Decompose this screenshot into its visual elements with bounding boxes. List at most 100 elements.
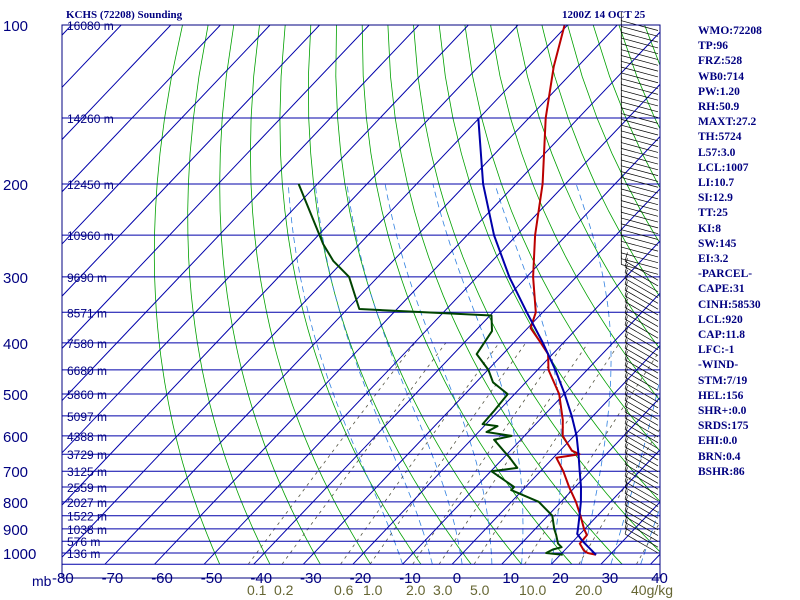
dry-adiabat [249,25,371,565]
wind-barb-flag [624,339,628,349]
sounding-index: MAXT:27.2 [698,116,757,129]
wind-barb-flag [624,449,628,459]
dry-adiabat [490,25,660,402]
wind-barb-flag [624,263,628,273]
height-label: 576 m [67,535,100,549]
wind-barb [624,446,659,467]
sounding-index: FRZ:528 [698,55,743,68]
wind-barb-flag [624,496,628,506]
height-label: 2027 m [67,496,107,510]
moist-adiabat [384,183,493,565]
wind-barb [624,359,659,380]
height-label: 2559 m [67,481,107,495]
height-label: 8571 m [67,306,107,320]
isotherm [501,396,660,565]
wind-barb-flag [624,432,628,442]
wind-barb [621,66,659,78]
wind-barb [624,435,659,455]
pressure-tick-label: 100 [3,18,28,35]
mixing-ratio-label: 10.0 [519,582,546,598]
isotherm [451,344,660,565]
wind-barb-flag [624,461,628,471]
sounding-index: CAPE:31 [698,283,745,296]
wind-barb [621,113,659,124]
wind-barb-flag [624,484,628,494]
isotherm [154,31,660,565]
wind-barb [621,130,659,142]
wind-barb [621,211,659,223]
wind-barb [624,301,659,322]
wind-barb [621,240,659,252]
wind-barb [621,246,659,258]
isotherm [551,449,660,565]
wind-barb [624,284,659,304]
mixing-ratio-label: 2.0 [406,582,426,598]
sounding-index: -PARCEL- [698,268,753,281]
mixing-ratio-label: 0.1 [247,582,267,598]
sounding-index: EI:3.2 [698,253,729,266]
wind-barb-flag [624,327,628,337]
height-label: 7580 m [67,337,107,351]
wind-barb [621,119,659,130]
wind-barb-flag [624,380,628,389]
wind-barb-flag [624,443,628,453]
plot-frame [61,24,661,579]
moist-adiabat [314,183,433,565]
height-label: 3125 m [67,465,107,479]
wind-barb [621,200,659,211]
sounding-index: LFC:-1 [698,344,735,357]
isotherm [62,25,420,402]
sounding-index: STM:7/19 [698,374,748,387]
mixing-ratio-line [412,342,565,565]
wind-barb [621,229,659,240]
wind-barb [621,89,659,101]
wind-barb [624,464,659,484]
wind-barb-flag [624,298,628,308]
wind-barb [621,43,659,55]
wind-barb [621,264,659,275]
height-label: 5097 m [67,410,107,424]
temperature-tick-label: 30 [602,570,619,587]
wind-barb [624,417,659,438]
pressure-tick-label: 500 [3,387,28,404]
mixing-ratio-label: 20.0 [575,582,602,598]
sounding-index: SHR+:0.0 [698,405,747,418]
wind-barb-flag [624,269,628,279]
wind-barb-flag [624,426,628,436]
wind-barb [621,194,659,206]
isotherm [62,25,569,558]
wind-barb [624,510,659,531]
dry-adiabat [438,25,660,503]
wind-barb [624,318,659,339]
temperature-tick-label: 20 [552,570,569,587]
wind-barb [621,188,659,200]
pressure-tick-label: 400 [3,336,28,353]
wind-barb [621,148,659,159]
temperature-tick-label: -60 [151,570,173,587]
wind-barb [621,72,659,84]
wind-barb-flag [624,368,628,378]
wind-barb [624,260,659,281]
wind-barb-flag [624,513,628,523]
wind-barb [621,26,659,37]
wind-barb-flag [624,455,628,465]
wind-barb-flag [624,304,628,314]
wind-barb [624,365,659,385]
mixing-ratio-label: 40g/kg [631,582,673,598]
wind-barb-flag [624,333,628,343]
wind-barb [624,394,659,414]
sounding-index: SI:12.9 [698,192,733,205]
wind-barb [621,31,659,43]
wind-barb-flag [624,403,628,413]
height-label: 6680 m [67,364,107,378]
wind-barb [621,171,659,182]
sounding-index: CAP:11.8 [698,329,745,342]
sounding-indices-list: WMO:72208 TP:96 FRZ:528 WB0:714 PW:1.20 RH:50… [698,24,762,480]
wind-barb-flag [624,351,628,360]
wind-barb [624,527,659,548]
wind-barb [621,223,659,235]
wind-barb [624,533,659,554]
pressure-tick-label: 600 [3,429,28,446]
temperature-tick-label: -70 [102,570,124,587]
pressure-tick-label: 700 [3,464,28,481]
